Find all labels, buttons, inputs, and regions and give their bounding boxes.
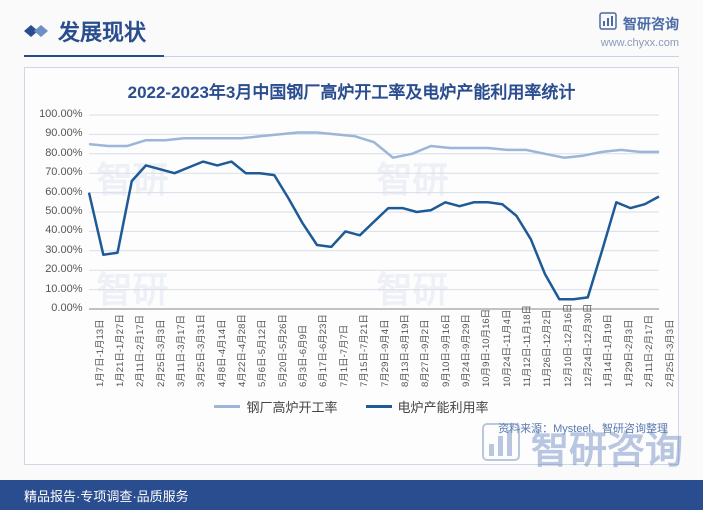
chart-plot-area: 智研 智研 智研 智研 0.00%10.00%20.00%30.00%40.00…: [37, 111, 667, 391]
y-tick-label: 70.00%: [37, 166, 83, 178]
header-right: 智研咨询 www.chyxx.com: [599, 12, 679, 49]
x-tick-label: 8月27日-9月2日: [417, 319, 431, 387]
x-tick-label: 8月13日-8月19日: [397, 314, 411, 387]
legend-label: 电炉产能利用率: [398, 397, 489, 416]
header-left: 发展现状: [24, 15, 146, 47]
legend-item-series1: 钢厂高炉开工率: [214, 397, 337, 416]
x-tick-label: 7月29日-9月4日: [377, 319, 391, 387]
y-tick-label: 40.00%: [37, 224, 83, 236]
x-tick-label: 9月10日-9月16日: [438, 314, 452, 387]
x-tick-label: 6月17日-6月23日: [315, 314, 329, 387]
y-tick-label: 80.00%: [37, 147, 83, 159]
x-tick-label: 10月24日-11月4日: [499, 310, 513, 387]
x-tick-label: 11月12日-11月18日: [519, 305, 533, 387]
x-tick-label: 5月20日-5月26日: [275, 314, 289, 387]
legend-label: 钢厂高炉开工率: [246, 397, 337, 416]
diamond-icon: [24, 21, 50, 41]
x-tick-label: 1月7日-1月13日: [92, 319, 106, 387]
x-tick-label: 2月11日-2月17日: [132, 315, 146, 387]
x-tick-label: 3月25日-3月31日: [193, 314, 207, 387]
x-tick-label: 1月29日-2月3日: [621, 319, 635, 387]
brand-row: 智研咨询: [599, 12, 679, 35]
x-tick-label: 6月3日-6月9日: [295, 325, 309, 387]
y-tick-label: 60.00%: [37, 186, 83, 198]
x-tick-label: 11月26日-12月2日: [539, 310, 553, 387]
big-watermark-icon: [481, 422, 521, 472]
x-tick-label: 12月10日-12月16日: [560, 304, 574, 387]
x-tick-label: 10月9日-10月16日: [478, 309, 492, 387]
x-tick-label: 7月1日-7月7日: [336, 325, 350, 387]
x-tick-label: 5月6日-5月12日: [254, 319, 268, 387]
brand-logo-icon: [599, 12, 617, 35]
page-header: 发展现状 智研咨询 www.chyxx.com: [0, 0, 703, 55]
x-tick-label: 3月11日-3月17日: [173, 315, 187, 387]
x-tick-label: 9月24日-9月29日: [458, 314, 472, 387]
x-tick-label: 1月14日-1月19日: [600, 314, 614, 387]
x-tick-label: 4月8日-4月14日: [214, 319, 228, 387]
header-divider: [24, 55, 679, 57]
footer-text: 精品报告·专项调查·品质服务: [24, 486, 189, 505]
legend-swatch: [214, 405, 240, 408]
page-footer: 精品报告·专项调查·品质服务: [0, 480, 703, 510]
brand-url: www.chyxx.com: [601, 37, 679, 49]
y-tick-label: 90.00%: [37, 127, 83, 139]
x-tick-label: 7月15日-7月21日: [356, 314, 370, 387]
x-tick-label: 4月22日-4月28日: [234, 314, 248, 387]
big-watermark: 智研咨询: [481, 419, 683, 474]
chart-container: 2022-2023年3月中国钢厂高炉开工率及电炉产能利用率统计 智研 智研 智研…: [24, 67, 679, 465]
x-tick-label: 12月24日-12月30日: [580, 304, 594, 387]
x-tick-label: 1月21日-1月27日: [112, 314, 126, 387]
page-title: 发展现状: [58, 15, 146, 47]
brand-name: 智研咨询: [623, 14, 679, 34]
x-tick-label: 2月25日-3月3日: [662, 319, 676, 387]
chart-legend: 钢厂高炉开工率 电炉产能利用率: [35, 397, 668, 416]
big-watermark-text: 智研咨询: [531, 419, 683, 474]
y-tick-label: 0.00%: [37, 302, 83, 314]
legend-item-series2: 电炉产能利用率: [366, 397, 489, 416]
chart-title: 2022-2023年3月中国钢厂高炉开工率及电炉产能利用率统计: [35, 78, 668, 103]
y-tick-label: 50.00%: [37, 205, 83, 217]
legend-swatch: [366, 405, 392, 408]
y-tick-label: 10.00%: [37, 283, 83, 295]
y-tick-label: 20.00%: [37, 263, 83, 275]
y-tick-label: 30.00%: [37, 244, 83, 256]
x-tick-label: 2月25日-3月3日: [153, 319, 167, 387]
y-tick-label: 100.00%: [37, 108, 83, 120]
x-tick-label: 2月11日-2月17日: [641, 315, 655, 387]
